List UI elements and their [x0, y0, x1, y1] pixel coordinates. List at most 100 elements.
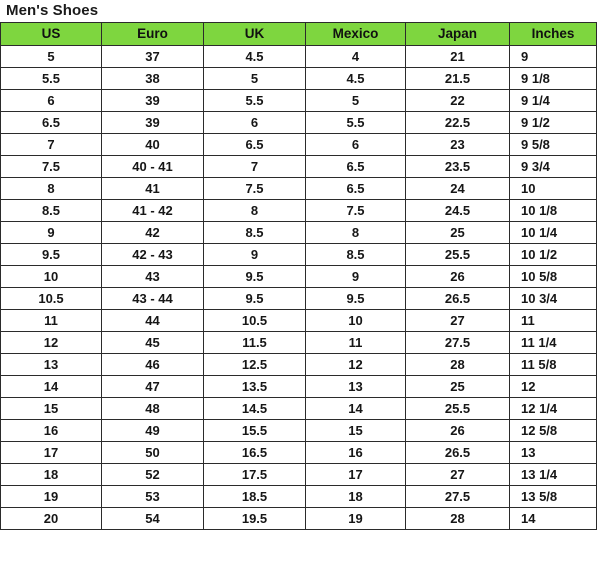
cell-inches: 9 1/4	[509, 89, 597, 112]
cell-mexico: 14	[305, 397, 406, 420]
cell-inches: 9	[509, 45, 597, 68]
cell-inches: 9 3/4	[509, 155, 597, 178]
cell-uk: 10.5	[203, 309, 306, 332]
cell-mexico: 17	[305, 463, 406, 486]
column-header-us: US	[0, 22, 102, 46]
cell-us: 7	[0, 133, 102, 156]
cell-uk: 5	[203, 67, 306, 90]
cell-mexico: 11	[305, 331, 406, 354]
cell-japan: 24.5	[405, 199, 510, 222]
table-row: 6 39 5.5 5 22 9 1/4	[0, 89, 597, 112]
table-row: 8 41 7.5 6.5 24 10	[0, 177, 597, 200]
cell-japan: 21	[405, 45, 510, 68]
cell-mexico: 6.5	[305, 155, 406, 178]
cell-uk: 7.5	[203, 177, 306, 200]
cell-inches: 10 1/4	[509, 221, 597, 244]
cell-mexico: 4.5	[305, 67, 406, 90]
cell-euro: 42	[101, 221, 204, 244]
cell-uk: 5.5	[203, 89, 306, 112]
cell-euro: 37	[101, 45, 204, 68]
table-row: 19 53 18.5 18 27.5 13 5/8	[0, 485, 597, 508]
cell-japan: 22.5	[405, 111, 510, 134]
cell-euro: 45	[101, 331, 204, 354]
cell-uk: 9.5	[203, 287, 306, 310]
cell-inches: 14	[509, 507, 597, 530]
cell-euro: 38	[101, 67, 204, 90]
cell-us: 14	[0, 375, 102, 398]
cell-uk: 14.5	[203, 397, 306, 420]
cell-us: 12	[0, 331, 102, 354]
column-header-euro: Euro	[101, 22, 204, 46]
cell-japan: 26	[405, 419, 510, 442]
cell-inches: 13	[509, 441, 597, 464]
cell-us: 8.5	[0, 199, 102, 222]
cell-euro: 39	[101, 111, 204, 134]
cell-japan: 25.5	[405, 243, 510, 266]
header-row: US Euro UK Mexico Japan Inches	[0, 22, 597, 46]
cell-japan: 27.5	[405, 331, 510, 354]
cell-mexico: 4	[305, 45, 406, 68]
cell-uk: 7	[203, 155, 306, 178]
cell-euro: 48	[101, 397, 204, 420]
table-row: 18 52 17.5 17 27 13 1/4	[0, 463, 597, 486]
cell-mexico: 16	[305, 441, 406, 464]
table-row: 17 50 16.5 16 26.5 13	[0, 441, 597, 464]
cell-mexico: 8	[305, 221, 406, 244]
cell-inches: 11 5/8	[509, 353, 597, 376]
table-row: 12 45 11.5 11 27.5 11 1/4	[0, 331, 597, 354]
cell-mexico: 18	[305, 485, 406, 508]
cell-inches: 10 1/8	[509, 199, 597, 222]
table-row: 6.5 39 6 5.5 22.5 9 1/2	[0, 111, 597, 134]
cell-us: 8	[0, 177, 102, 200]
cell-euro: 50	[101, 441, 204, 464]
cell-us: 6	[0, 89, 102, 112]
table-row: 10 43 9.5 9 26 10 5/8	[0, 265, 597, 288]
cell-euro: 42 - 43	[101, 243, 204, 266]
cell-inches: 13 5/8	[509, 485, 597, 508]
cell-euro: 52	[101, 463, 204, 486]
cell-japan: 27	[405, 309, 510, 332]
table-row: 15 48 14.5 14 25.5 12 1/4	[0, 397, 597, 420]
cell-japan: 21.5	[405, 67, 510, 90]
cell-mexico: 12	[305, 353, 406, 376]
cell-uk: 17.5	[203, 463, 306, 486]
cell-euro: 43 - 44	[101, 287, 204, 310]
cell-euro: 39	[101, 89, 204, 112]
cell-inches: 13 1/4	[509, 463, 597, 486]
cell-us: 10	[0, 265, 102, 288]
cell-inches: 10 5/8	[509, 265, 597, 288]
shoe-size-table: US Euro UK Mexico Japan Inches 5 37 4.5 4 21…	[0, 22, 597, 530]
cell-euro: 41 - 42	[101, 199, 204, 222]
cell-us: 5.5	[0, 67, 102, 90]
cell-us: 9.5	[0, 243, 102, 266]
cell-us: 10.5	[0, 287, 102, 310]
cell-euro: 43	[101, 265, 204, 288]
cell-us: 18	[0, 463, 102, 486]
cell-mexico: 13	[305, 375, 406, 398]
cell-us: 15	[0, 397, 102, 420]
cell-japan: 26.5	[405, 441, 510, 464]
cell-uk: 13.5	[203, 375, 306, 398]
cell-japan: 23.5	[405, 155, 510, 178]
cell-japan: 27	[405, 463, 510, 486]
cell-inches: 12	[509, 375, 597, 398]
cell-uk: 4.5	[203, 45, 306, 68]
cell-uk: 9.5	[203, 265, 306, 288]
cell-inches: 9 5/8	[509, 133, 597, 156]
cell-mexico: 10	[305, 309, 406, 332]
cell-us: 19	[0, 485, 102, 508]
table-body: 5 37 4.5 4 21 9 5.5 38 5 4.5 21.5 9 1/8 6 39 5.5 5 22 9 1…	[0, 45, 597, 530]
cell-us: 5	[0, 45, 102, 68]
cell-inches: 10 3/4	[509, 287, 597, 310]
cell-mexico: 6.5	[305, 177, 406, 200]
cell-mexico: 5	[305, 89, 406, 112]
column-header-japan: Japan	[405, 22, 510, 46]
cell-euro: 54	[101, 507, 204, 530]
cell-japan: 26.5	[405, 287, 510, 310]
cell-euro: 40	[101, 133, 204, 156]
table-row: 11 44 10.5 10 27 11	[0, 309, 597, 332]
cell-uk: 19.5	[203, 507, 306, 530]
table-row: 16 49 15.5 15 26 12 5/8	[0, 419, 597, 442]
cell-us: 9	[0, 221, 102, 244]
